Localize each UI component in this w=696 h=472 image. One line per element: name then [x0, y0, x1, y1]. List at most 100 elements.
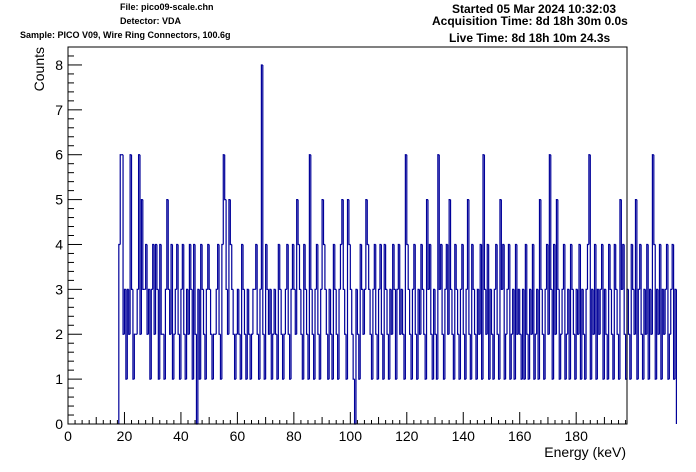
- histogram-bin: [369, 289, 372, 335]
- histogram-bin: [430, 244, 433, 335]
- histogram-bin: [451, 289, 454, 335]
- histogram-bin: [361, 244, 364, 290]
- histogram-bin: [512, 288, 515, 335]
- histogram-bin: [665, 243, 668, 290]
- y-tick-label: 1: [55, 371, 63, 387]
- histogram-bin: [145, 243, 148, 290]
- histogram-bin: [428, 243, 431, 290]
- histogram-bin: [329, 289, 332, 335]
- histogram-bin: [212, 333, 215, 380]
- histogram-bin: [476, 288, 479, 380]
- histogram-bin: [622, 243, 625, 290]
- histogram-bin: [571, 244, 574, 290]
- histogram-bin: [486, 243, 489, 335]
- histogram-bin: [194, 244, 197, 335]
- histogram-bin: [377, 288, 380, 380]
- histogram-bin: [404, 154, 407, 380]
- histogram-bin: [454, 243, 457, 380]
- histogram-bin: [338, 288, 341, 380]
- detector-label: Detector: VDA: [120, 16, 182, 26]
- histogram-bin: [401, 289, 404, 335]
- histogram-bin: [176, 243, 179, 290]
- histogram-bin: [444, 288, 447, 380]
- x-tick-label: 140: [452, 428, 476, 444]
- histogram-bin: [379, 243, 382, 290]
- histogram-bin: [472, 244, 475, 290]
- histogram-bin: [471, 243, 474, 380]
- histogram-bin: [437, 154, 440, 380]
- histogram-bin: [279, 244, 282, 290]
- histogram-bin: [177, 244, 180, 335]
- histogram-bin: [586, 243, 589, 290]
- histogram-bin: [322, 199, 325, 246]
- histogram-bin: [536, 288, 539, 335]
- histogram-bin: [385, 244, 388, 290]
- histogram-bin: [180, 288, 183, 380]
- histogram-bin: [632, 244, 635, 290]
- histogram-bin: [639, 243, 642, 290]
- histogram-bin: [507, 243, 510, 290]
- histogram-bin: [578, 243, 581, 335]
- histogram-bin: [593, 243, 596, 335]
- histogram-bin: [634, 198, 637, 335]
- histogram-bin: [434, 289, 437, 335]
- histogram-bin: [355, 288, 358, 424]
- histogram-bin: [414, 244, 417, 335]
- histogram-bin: [208, 244, 211, 290]
- histogram-bin: [348, 199, 351, 246]
- histogram-bin: [181, 243, 184, 290]
- histogram-bin: [273, 288, 276, 335]
- histogram-bin: [324, 244, 327, 290]
- histogram-bin: [290, 288, 293, 380]
- histogram-bin: [540, 199, 543, 290]
- histogram-bin: [400, 288, 403, 335]
- histogram-bin: [119, 154, 122, 245]
- axes-group: 0 20 40 60 80 100 120 140 160 180 0 1 2 3 4 5 6 7 8: [55, 46, 627, 444]
- histogram-bin: [205, 288, 208, 380]
- histogram-bin: [615, 244, 618, 290]
- histogram-bin: [133, 333, 136, 380]
- histogram-bin: [190, 244, 193, 290]
- histogram-bin: [406, 154, 409, 246]
- histogram-bin: [166, 198, 169, 290]
- histogram-marks: [118, 64, 678, 425]
- histogram-bin: [320, 288, 323, 380]
- histogram-bin: [173, 333, 176, 380]
- histogram-bin: [449, 199, 452, 290]
- histogram-bin: [277, 243, 280, 380]
- histogram-bin: [510, 333, 513, 380]
- histogram-bin: [495, 243, 498, 290]
- histogram-bin: [286, 243, 289, 290]
- histogram-bin: [363, 288, 366, 335]
- histogram-bin: [448, 198, 451, 335]
- histogram-bin: [228, 198, 231, 335]
- histogram-bin: [600, 243, 604, 290]
- histogram-bin: [619, 198, 622, 380]
- histogram-bin: [519, 289, 522, 335]
- histogram-bin: [310, 154, 313, 290]
- histogram-bin: [560, 333, 563, 380]
- histogram-bin: [466, 198, 469, 290]
- histogram-bin: [349, 244, 352, 290]
- histogram-bin: [262, 64, 265, 335]
- histogram-bin: [255, 243, 258, 290]
- histogram-bin: [457, 289, 460, 335]
- histogram-bin: [517, 288, 520, 335]
- histogram-bin: [256, 244, 259, 335]
- histogram-bin: [479, 243, 482, 335]
- histogram-bin: [591, 288, 594, 380]
- histogram-bin: [651, 154, 654, 335]
- histogram-bin: [521, 288, 524, 380]
- histogram-bin: [185, 288, 188, 380]
- histogram-bin: [224, 154, 227, 201]
- histogram-bin: [342, 199, 345, 290]
- histogram-bin: [154, 243, 157, 335]
- histogram-bin: [658, 243, 661, 335]
- histogram-bin: [311, 289, 314, 335]
- histogram-bin: [538, 198, 541, 380]
- histogram-bin: [557, 199, 560, 290]
- histogram-bin: [300, 289, 303, 335]
- histogram-bin: [142, 199, 145, 290]
- histogram-bin: [524, 243, 527, 380]
